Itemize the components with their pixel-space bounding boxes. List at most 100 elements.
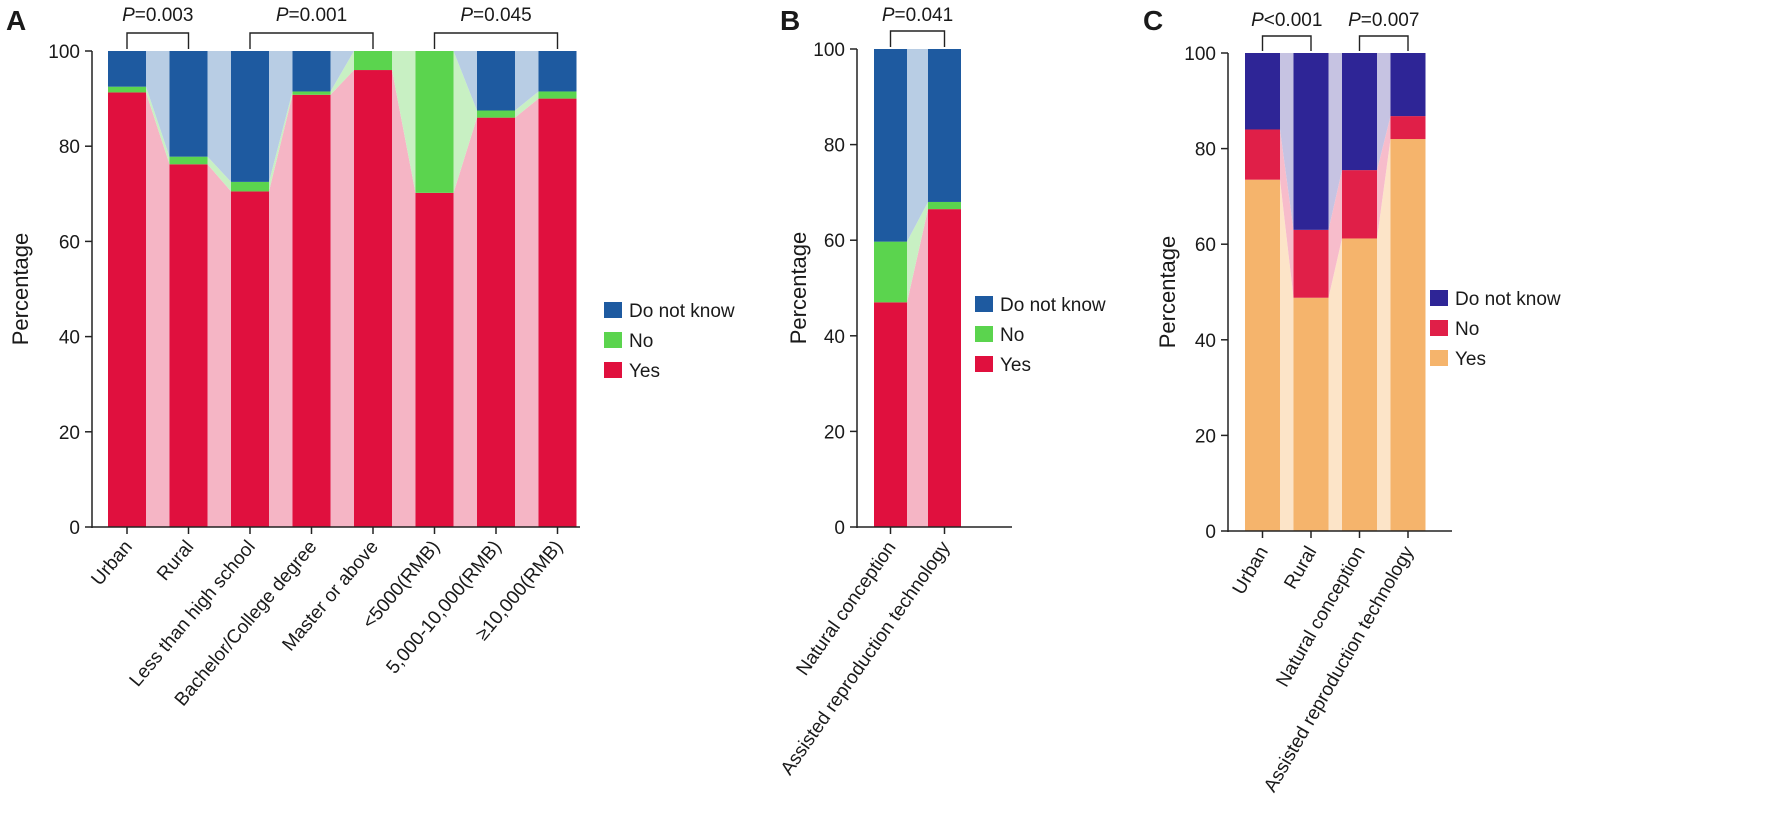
link-band-do-not-know — [269, 51, 293, 182]
link-band-no — [907, 201, 928, 303]
link-band-do-not-know — [453, 51, 477, 111]
legend-label: Do not know — [629, 301, 735, 322]
p-value-symbol: P — [460, 5, 473, 26]
p-value-number: =0.041 — [895, 5, 954, 26]
link-band-do-not-know — [907, 49, 928, 242]
link-band-yes — [392, 70, 416, 527]
bar-segment-do-not-know — [292, 51, 331, 92]
p-value-number: =0.001 — [289, 5, 348, 26]
y-tick-label: 60 — [824, 231, 845, 252]
bar-segment-no — [292, 91, 331, 95]
bar-segment-yes — [874, 302, 907, 527]
x-tick-label: Rural — [153, 537, 198, 585]
bar-segment-do-not-know — [477, 51, 515, 111]
p-value-symbol: P — [122, 5, 135, 26]
legend-swatch-do-not-know — [604, 302, 622, 318]
bar-segment-yes — [477, 117, 515, 527]
p-value-label: P=0.007 — [1348, 10, 1419, 31]
bar-segment-yes — [292, 94, 331, 528]
link-band-no — [1280, 129, 1294, 298]
p-value-symbol: P — [276, 5, 289, 26]
y-tick-label: 80 — [1195, 140, 1216, 161]
link-band-yes — [1377, 139, 1391, 532]
legend-swatch-do-not-know — [1430, 290, 1448, 306]
link-band-yes — [1328, 238, 1342, 532]
link-band-yes — [515, 98, 539, 527]
y-tick-label: 100 — [48, 42, 80, 63]
bar-segment-no — [538, 91, 577, 99]
legend-swatch-no — [1430, 320, 1448, 336]
y-axis-label: Percentage — [786, 232, 811, 345]
bar-segment-do-not-know — [1390, 53, 1426, 117]
link-band-yes — [453, 117, 477, 527]
y-tick-label: 80 — [824, 136, 845, 157]
bar-segment-do-not-know — [169, 51, 208, 157]
bar-segment-yes — [1390, 139, 1426, 532]
bar-segment-no — [477, 110, 515, 118]
y-tick-label: 40 — [1195, 331, 1216, 352]
bar-segment-do-not-know — [1342, 53, 1377, 171]
x-tick-label: 5,000-10,000(RMB) — [382, 537, 505, 678]
link-band-do-not-know — [515, 51, 539, 111]
bar-segment-yes — [1245, 179, 1280, 532]
link-band-no — [269, 91, 293, 192]
bar-segment-no — [1390, 116, 1426, 140]
legend-swatch-yes — [975, 356, 993, 372]
p-value-number: =0.045 — [473, 5, 532, 26]
y-tick-label: 40 — [59, 328, 80, 349]
link-band-no — [330, 51, 354, 95]
y-tick-label: 100 — [813, 40, 845, 61]
p-value-number: <0.001 — [1264, 10, 1323, 31]
bar-segment-yes — [231, 191, 269, 528]
link-band-no — [207, 156, 231, 192]
legend-label: Yes — [629, 361, 660, 382]
legend-swatch-yes — [604, 362, 622, 378]
y-tick-label: 0 — [834, 518, 845, 539]
p-value-label: P=0.001 — [276, 5, 347, 26]
link-band-do-not-know — [1328, 53, 1342, 230]
legend-label: No — [1455, 319, 1479, 340]
bar-segment-yes — [538, 98, 577, 527]
y-tick-label: 60 — [1195, 235, 1216, 256]
p-value-label: P=0.003 — [122, 5, 193, 26]
p-value-symbol: P — [1251, 10, 1264, 31]
p-value-label: P<0.001 — [1251, 10, 1322, 31]
bar-segment-yes — [169, 164, 208, 527]
p-value-number: =0.003 — [135, 5, 194, 26]
significance-bracket — [889, 30, 946, 47]
y-tick-label: 80 — [59, 137, 80, 158]
bar-segment-no — [169, 156, 208, 165]
legend-swatch-yes — [1430, 350, 1448, 366]
link-band-do-not-know — [1280, 53, 1294, 230]
x-tick-label: Rural — [1280, 543, 1321, 593]
bar-segment-no — [415, 51, 454, 193]
bar-segment-no — [1342, 170, 1377, 239]
link-band-yes — [330, 70, 354, 527]
y-tick-label: 20 — [1195, 426, 1216, 447]
link-band-yes — [1280, 179, 1294, 532]
bar-segment-no — [1293, 229, 1329, 298]
y-tick-label: 100 — [1184, 44, 1216, 65]
bar-segment-do-not-know — [538, 51, 577, 92]
bar-segment-yes — [354, 70, 392, 527]
link-band-do-not-know — [330, 51, 354, 92]
panel-letter-c: C — [1143, 5, 1163, 36]
x-tick-label: Urban — [87, 537, 136, 590]
link-band-yes — [269, 94, 293, 528]
bar-segment-no — [231, 181, 269, 192]
legend-label: No — [1000, 325, 1024, 346]
bar-segment-yes — [415, 192, 454, 527]
link-band-no — [453, 51, 477, 193]
bar-segment-do-not-know — [1293, 53, 1329, 230]
y-tick-label: 20 — [59, 423, 80, 444]
legend-label: Yes — [1455, 349, 1486, 370]
link-band-no — [146, 86, 170, 165]
link-band-yes — [207, 164, 231, 527]
bar-segment-no — [108, 86, 146, 93]
bar-segment-do-not-know — [928, 49, 961, 202]
p-value-symbol: P — [882, 5, 895, 26]
p-value-label: P=0.045 — [460, 5, 531, 26]
p-value-symbol: P — [1348, 10, 1361, 31]
